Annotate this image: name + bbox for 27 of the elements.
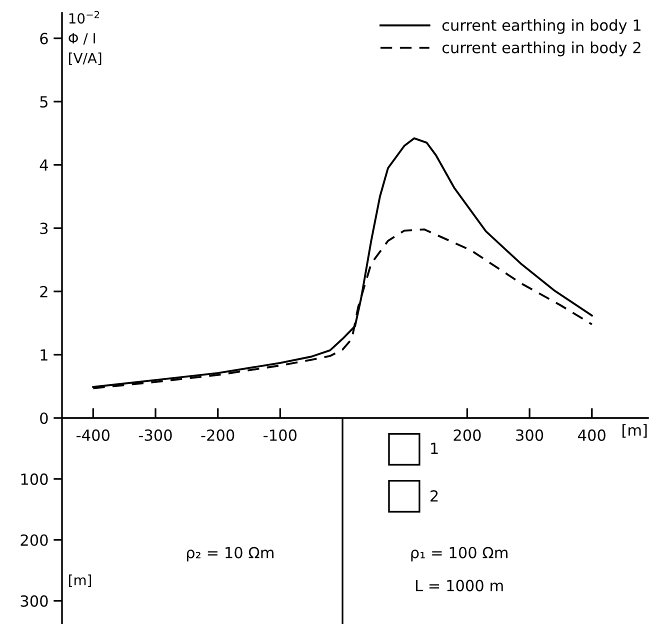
y-tick-label: 5 <box>40 96 48 108</box>
y-tick-label: 2 <box>40 286 48 298</box>
legend-label: current earthing in body 1 <box>442 19 640 34</box>
x-tick-label: -200 <box>201 429 234 441</box>
y-tick-label: 6 <box>40 32 48 44</box>
x-tick-label: -300 <box>138 429 172 441</box>
y-tick-label: 100 <box>21 473 48 485</box>
annotation: 2 <box>430 490 438 502</box>
y-tick-label: 200 <box>20 534 48 546</box>
annotation: 1 <box>431 442 438 454</box>
legend-label: current earthing in body 2 <box>442 42 640 56</box>
x-tick-label: -400 <box>76 429 110 441</box>
y-tick-label: 0 <box>40 412 48 424</box>
annotation: ρ₁ = 100 Ωm <box>411 546 508 562</box>
x-tick-label: 300 <box>516 429 544 441</box>
x-tick-label: -100 <box>264 429 297 441</box>
x-axis-title: [m] <box>622 424 647 438</box>
x-tick-label: 200 <box>454 429 481 441</box>
annotation: ρ₂ = 10 Ωm <box>186 546 274 562</box>
annotation: L = 1000 m <box>416 580 503 592</box>
x-tick-label: 400 <box>578 429 606 441</box>
y-tick-label: 3 <box>40 222 48 234</box>
y-axis-title: [m] <box>69 574 92 587</box>
text: 10$^{−2}$ Φ / I [V/A] <box>68 10 102 65</box>
y-tick-label: 1 <box>40 349 48 361</box>
y-tick-label: 300 <box>20 595 48 607</box>
y-tick-label: 4 <box>40 160 48 171</box>
